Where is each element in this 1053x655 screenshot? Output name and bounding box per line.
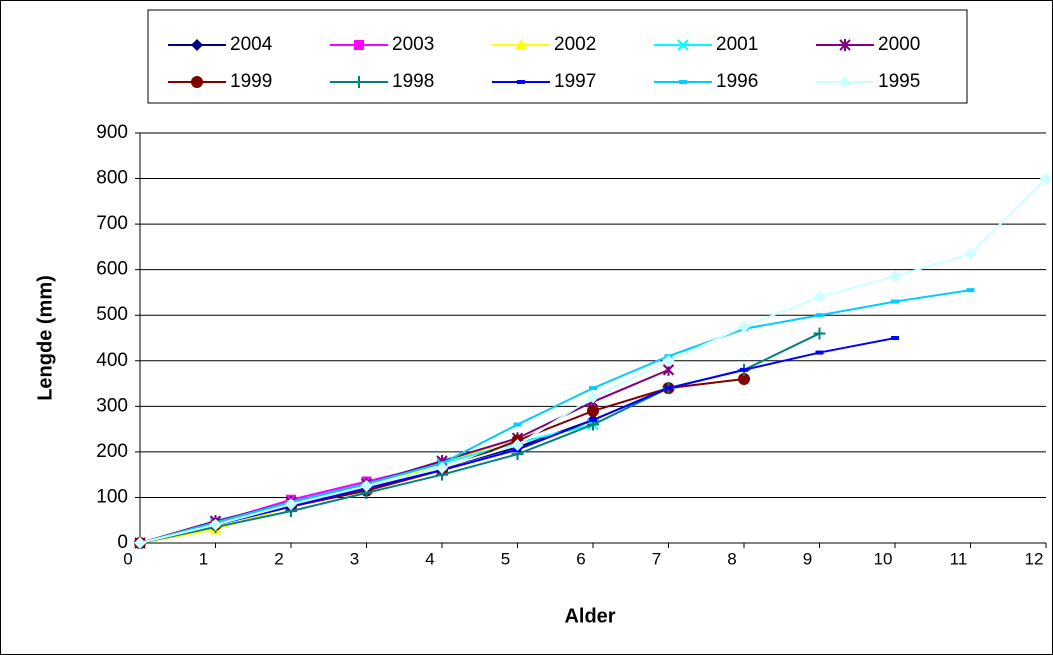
marker bbox=[815, 350, 824, 355]
legend-label: 2001 bbox=[716, 34, 758, 55]
y-tick-label: 400 bbox=[96, 350, 128, 371]
marker bbox=[891, 336, 899, 340]
marker bbox=[738, 373, 750, 385]
x-tick-label: 8 bbox=[727, 549, 736, 568]
marker bbox=[677, 39, 689, 51]
legend-label: 1998 bbox=[392, 71, 434, 92]
x-tick-label: 3 bbox=[350, 549, 359, 568]
legend-label: 2002 bbox=[554, 34, 596, 55]
marker bbox=[589, 386, 597, 391]
y-tick-label: 500 bbox=[96, 304, 128, 325]
x-tick-label: 9 bbox=[803, 549, 812, 568]
x-tick-label: 2 bbox=[274, 549, 283, 568]
marker bbox=[889, 270, 901, 283]
x-tick-label: 4 bbox=[425, 549, 434, 568]
marker bbox=[353, 76, 365, 88]
marker bbox=[813, 291, 826, 303]
legend-label: 2004 bbox=[230, 34, 273, 55]
y-tick-label: 0 bbox=[117, 532, 128, 553]
marker bbox=[191, 39, 203, 51]
marker bbox=[815, 313, 824, 318]
legend-label: 1999 bbox=[230, 71, 272, 92]
x-tick-label: 6 bbox=[576, 549, 585, 568]
plot-area bbox=[140, 133, 1046, 543]
marker bbox=[134, 537, 146, 549]
marker bbox=[513, 422, 522, 427]
marker bbox=[360, 480, 373, 493]
marker bbox=[966, 288, 975, 293]
x-tick-label: 5 bbox=[501, 549, 510, 568]
marker bbox=[515, 39, 527, 50]
legend-label: 1997 bbox=[554, 71, 596, 92]
legend-label: 2000 bbox=[878, 34, 920, 55]
marker bbox=[740, 367, 748, 372]
y-tick-label: 200 bbox=[96, 441, 128, 462]
legend-label: 1996 bbox=[716, 71, 758, 92]
marker bbox=[738, 320, 750, 333]
marker bbox=[517, 80, 525, 84]
marker bbox=[839, 39, 851, 51]
legend-label: 2003 bbox=[392, 34, 434, 55]
marker bbox=[587, 404, 599, 417]
legend-label: 1995 bbox=[878, 71, 920, 92]
y-tick-label: 300 bbox=[96, 395, 128, 416]
marker bbox=[662, 354, 675, 367]
marker bbox=[664, 386, 673, 391]
series-line bbox=[139, 368, 669, 544]
x-tick-label: 1 bbox=[199, 549, 208, 568]
marker bbox=[209, 518, 222, 531]
x-axis-title: Alder bbox=[564, 605, 615, 627]
marker bbox=[285, 498, 297, 511]
marker bbox=[839, 76, 851, 88]
x-tick-label: 7 bbox=[652, 549, 661, 568]
x-tick-label: 12 bbox=[1025, 549, 1044, 568]
y-tick-label: 600 bbox=[96, 259, 128, 280]
marker bbox=[436, 461, 448, 474]
marker bbox=[679, 80, 687, 84]
x-tick-label: 0 bbox=[123, 549, 132, 568]
marker bbox=[354, 40, 364, 50]
y-tick-label: 900 bbox=[96, 122, 128, 143]
series-line bbox=[139, 289, 971, 544]
marker bbox=[511, 439, 524, 452]
marker bbox=[813, 327, 826, 340]
x-tick-label: 10 bbox=[874, 549, 893, 568]
y-axis-title: Lengde (mm) bbox=[34, 275, 56, 401]
marker bbox=[589, 418, 597, 422]
legend-box bbox=[147, 9, 968, 104]
marker bbox=[891, 299, 899, 304]
marker bbox=[191, 76, 203, 88]
x-tick-label: 11 bbox=[950, 549, 968, 568]
y-tick-label: 800 bbox=[96, 168, 128, 189]
marker bbox=[587, 391, 599, 404]
y-tick-label: 100 bbox=[96, 486, 128, 507]
marker bbox=[964, 247, 977, 260]
y-tick-label: 700 bbox=[96, 213, 128, 234]
marker bbox=[1040, 172, 1052, 185]
